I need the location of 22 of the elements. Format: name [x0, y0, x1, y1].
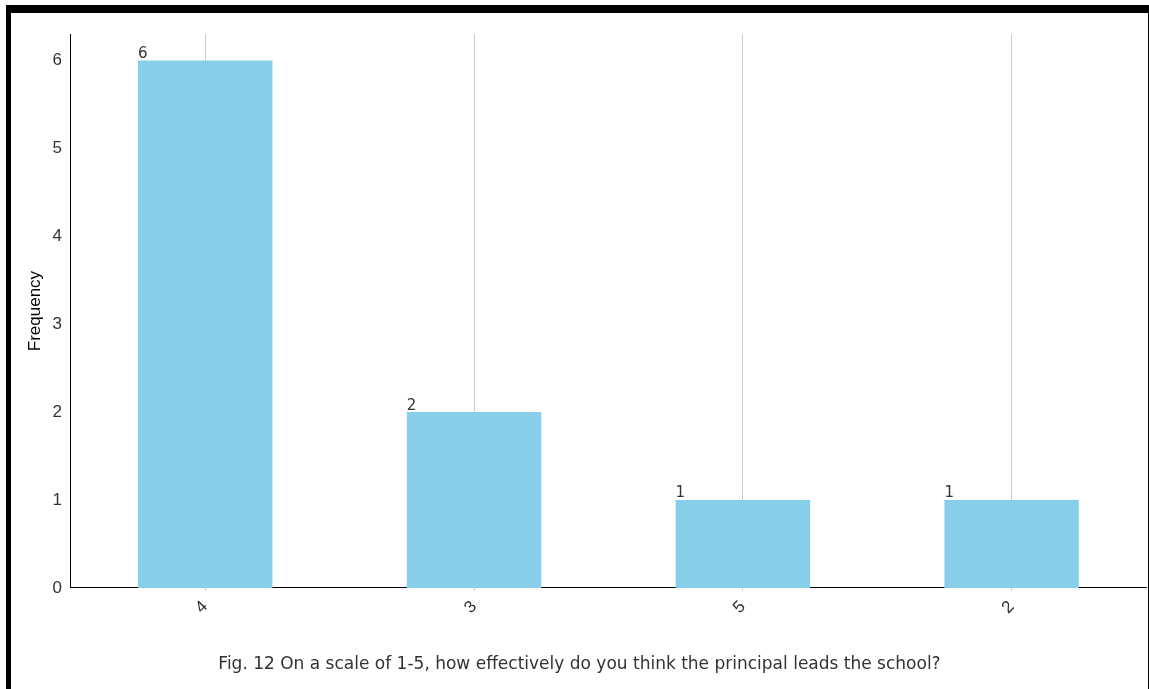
bar	[406, 412, 542, 588]
y-tick-label: 1	[52, 489, 62, 509]
x-tick-label: 2	[997, 596, 1018, 617]
caption: Fig. 12 On a scale of 1-5, how effectively do you think the principal leads the school?	[217, 653, 942, 673]
x-tick-label: 3	[460, 596, 481, 617]
y-tick-label: 5	[52, 138, 62, 158]
y-tick-label: 2	[52, 401, 62, 421]
y-tick-label: 6	[52, 50, 62, 70]
x-tick-label: 5	[728, 596, 749, 617]
y-axis-title: Frequency	[24, 270, 44, 352]
data-label: 2	[406, 395, 417, 414]
y-tick-label: 3	[52, 313, 62, 333]
page-frame: Frequency 4 3 5 2 0 1 2 3 4 5 6 6 2 1 1 Fig. 12 On a scale of 1-5, how effectively do you think the principal leads the school?	[6, 5, 1149, 689]
bar	[138, 60, 273, 588]
y-tick-label: 0	[52, 577, 62, 597]
y-tick-label: 4	[52, 226, 62, 246]
x-tick-label: 4	[191, 596, 212, 617]
data-label: 1	[675, 483, 686, 502]
bar	[675, 500, 811, 588]
data-label: 1	[944, 483, 954, 502]
bar	[944, 500, 1079, 588]
data-label: 6	[138, 43, 148, 62]
